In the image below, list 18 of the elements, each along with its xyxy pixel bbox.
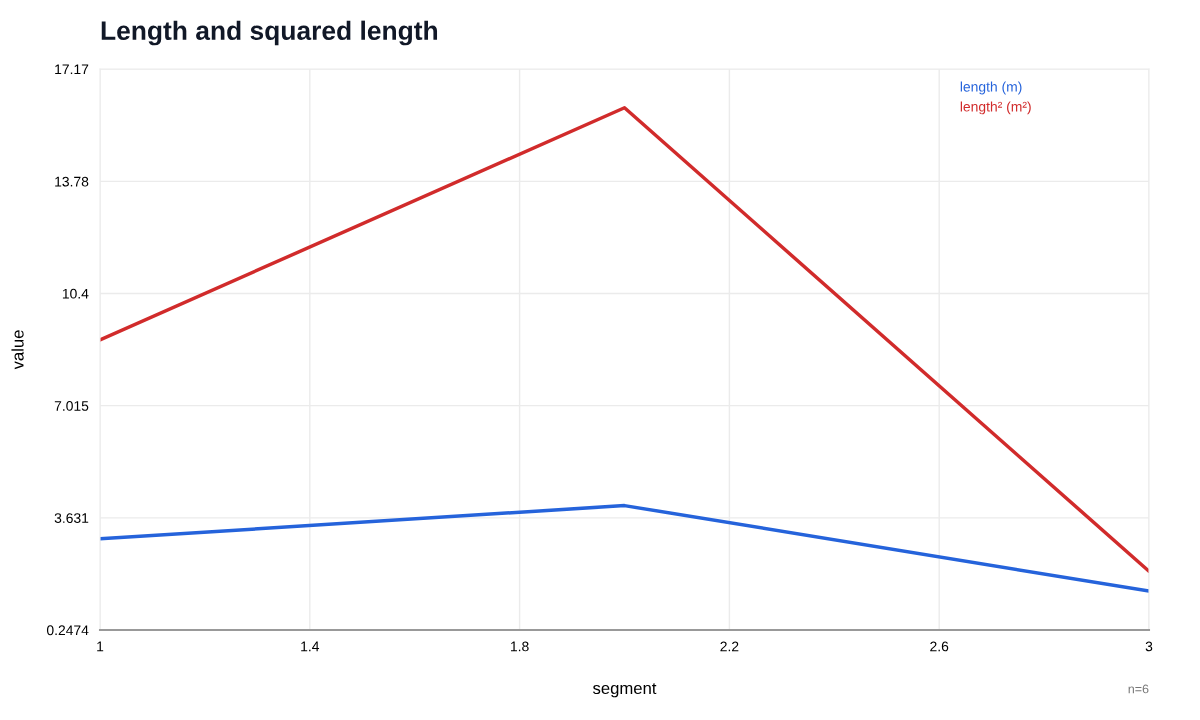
y-tick-label: 13.78	[55, 176, 89, 187]
y-tick-label: 0.2474	[46, 625, 89, 636]
x-tick-label: 2.2	[720, 641, 739, 652]
x-tick-label: 1.4	[301, 641, 320, 652]
x-tick-label: 3	[1145, 641, 1153, 652]
x-axis-title: segment	[593, 683, 657, 698]
text: length (m)	[960, 81, 1022, 95]
x-tick-label: 1	[97, 641, 104, 652]
y-tick-label: 10.4	[62, 288, 89, 299]
y-axis-title: value	[11, 330, 24, 370]
x-tick-label: 1.8	[511, 641, 529, 652]
x-tick-label: 2.6	[930, 641, 949, 652]
text: n=6	[1128, 684, 1149, 694]
chart-title: Length and squared length	[101, 20, 438, 46]
y-tick-label: 17.17	[55, 64, 89, 75]
y-tick-label: 7.015	[54, 400, 89, 411]
y-tick-label: 3.631	[54, 513, 89, 523]
text: length² (m²)	[960, 101, 1031, 115]
